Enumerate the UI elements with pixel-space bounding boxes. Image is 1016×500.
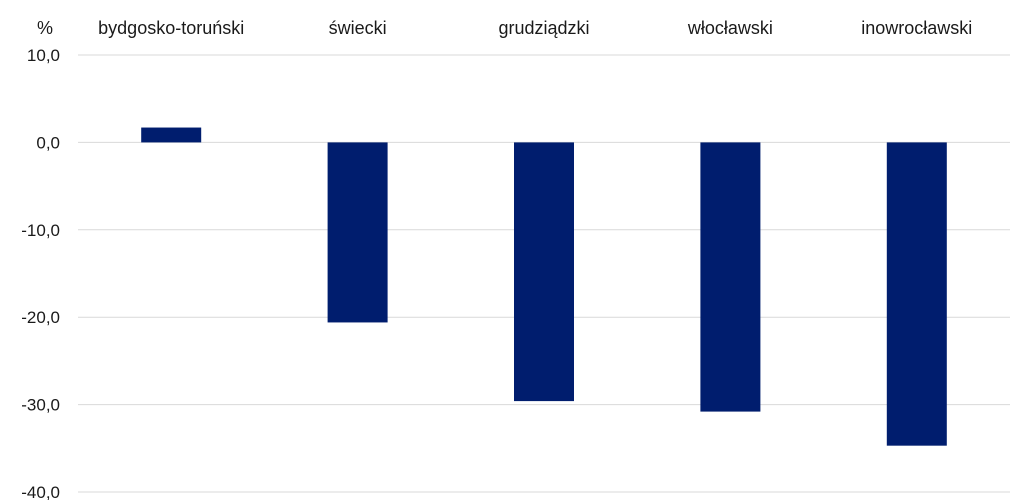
bar: [886, 142, 947, 446]
category-label: włocławski: [687, 18, 773, 38]
y-axis-unit-label: %: [37, 18, 53, 38]
y-tick-label: -30,0: [21, 396, 60, 415]
bar: [700, 142, 761, 412]
bar: [327, 142, 388, 323]
y-tick-label: -10,0: [21, 221, 60, 240]
y-axis-tick-labels: 10,0 0,0 -10,0 -20,0 -30,0 -40,0: [21, 46, 60, 500]
category-label: świecki: [329, 18, 387, 38]
y-tick-label: -20,0: [21, 308, 60, 327]
category-label: inowrocławski: [861, 18, 972, 38]
y-tick-label: 10,0: [27, 46, 60, 65]
bar: [141, 127, 202, 143]
category-label: bydgosko-toruński: [98, 18, 244, 38]
bars: [141, 127, 947, 446]
y-tick-label: 0,0: [36, 133, 60, 152]
bar: [514, 142, 574, 402]
category-labels: bydgosko-toruński świecki grudziądzki włocł…: [98, 18, 972, 38]
y-tick-label: -40,0: [21, 483, 60, 500]
category-label: grudziądzki: [498, 18, 589, 38]
